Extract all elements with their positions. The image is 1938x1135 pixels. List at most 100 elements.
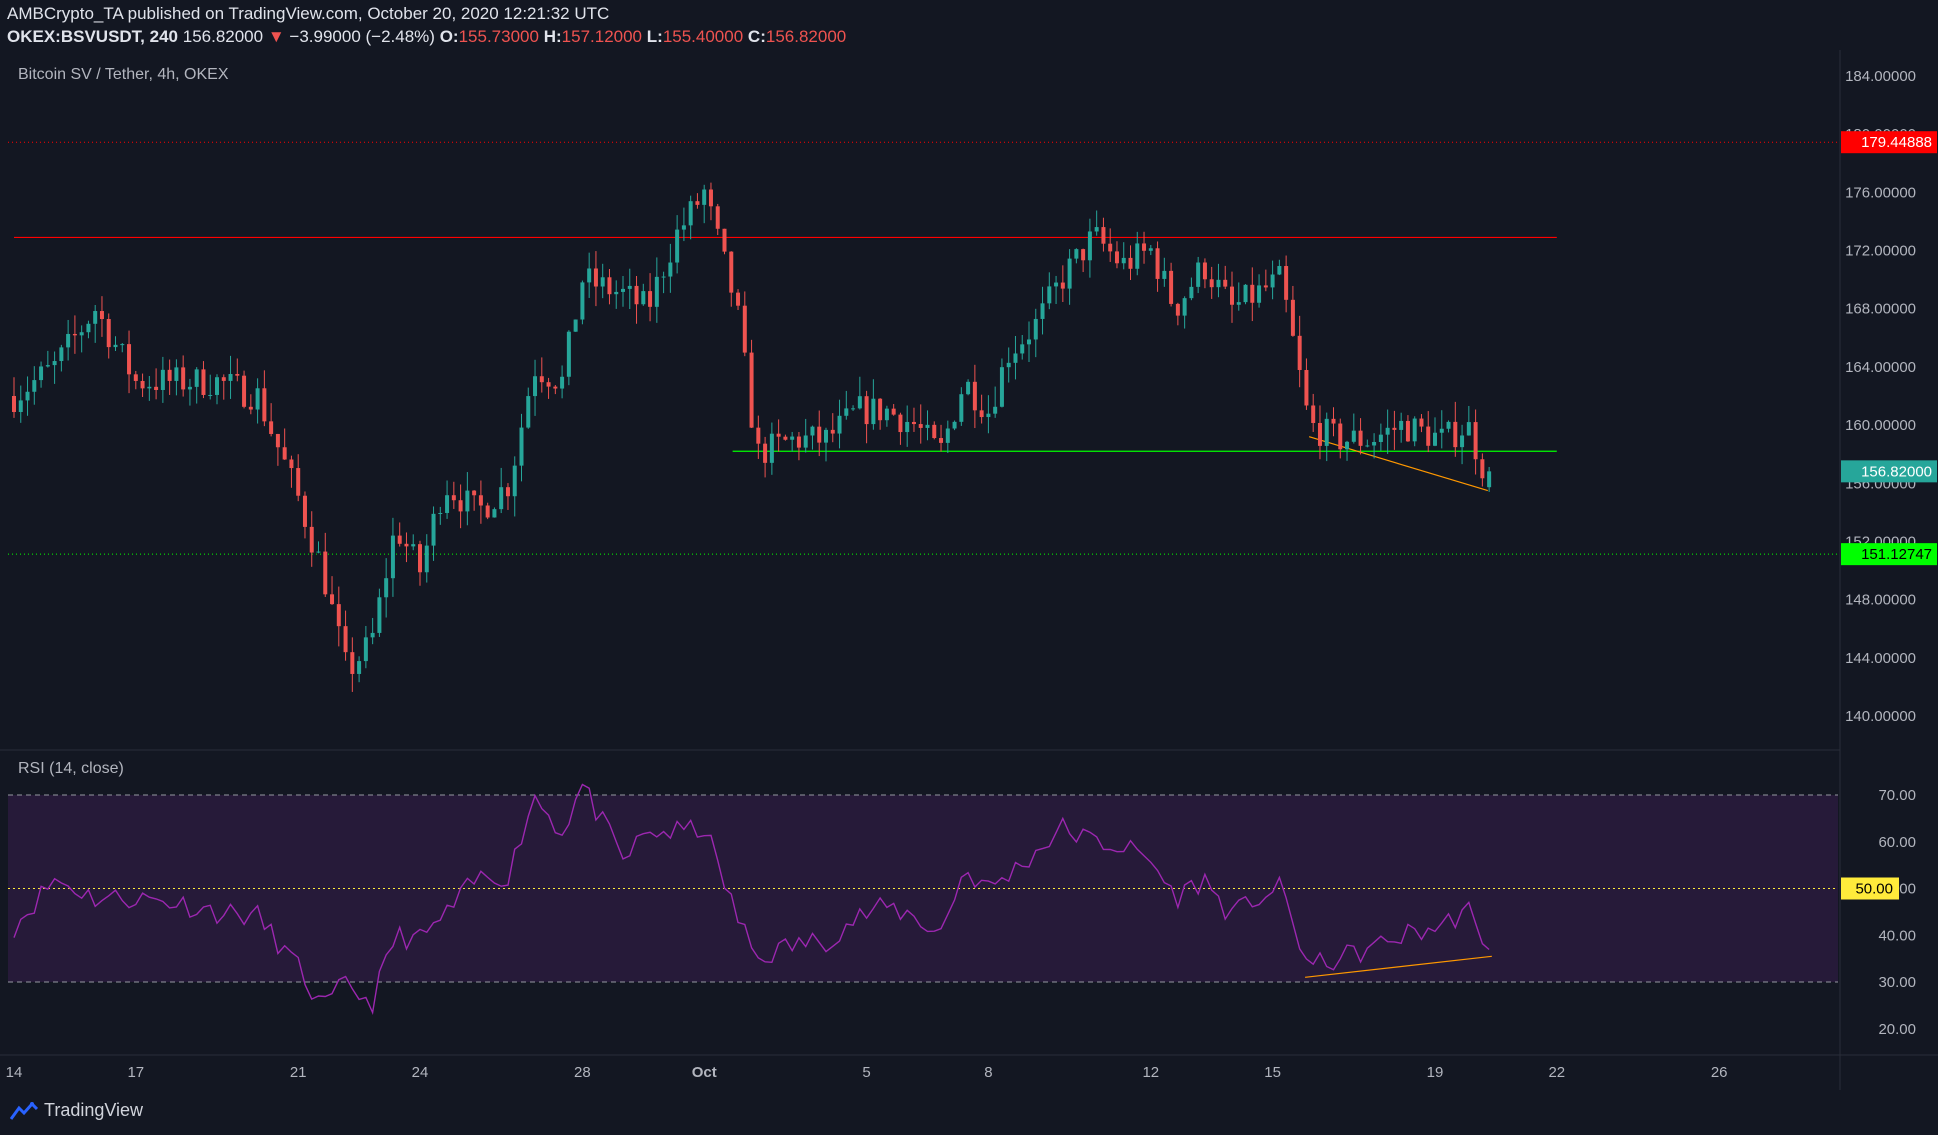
rsi-axis-label: 30.00	[1878, 974, 1916, 991]
candle-body	[526, 396, 531, 428]
candle-body	[187, 386, 192, 390]
candle-body	[972, 381, 977, 411]
symbol: OKEX:BSVUSDT, 240	[7, 27, 178, 46]
price-tag	[1841, 543, 1937, 566]
candle-body	[133, 374, 138, 381]
candle-body	[370, 632, 375, 638]
candle-body	[424, 545, 429, 573]
candle-body	[681, 225, 686, 230]
candle-body	[323, 551, 328, 595]
candle-body	[66, 333, 71, 348]
candle-body	[1263, 285, 1268, 288]
candle-body	[1060, 282, 1065, 289]
candle-body	[1223, 279, 1228, 287]
candle-body	[641, 291, 646, 305]
low-label: L:	[646, 27, 663, 46]
last-price: 156.82000	[182, 27, 264, 46]
candle-body	[654, 276, 659, 307]
candle-body	[492, 509, 497, 518]
candle-body	[316, 551, 321, 553]
open-value: 155.73000	[458, 27, 539, 46]
candle-body	[458, 500, 463, 512]
candle-body	[580, 282, 585, 320]
candle-body	[1460, 435, 1465, 448]
candle-body	[93, 311, 98, 324]
candle-body	[269, 421, 274, 434]
candle-body	[1351, 430, 1356, 442]
candle-body	[275, 433, 280, 448]
candle-body	[1466, 422, 1471, 436]
candle-body	[1094, 227, 1099, 232]
rsi-divergence-line	[1305, 955, 1492, 978]
candle-body	[1311, 405, 1316, 424]
candle-body	[12, 396, 16, 412]
candle-body	[621, 288, 625, 292]
candle-body	[1378, 434, 1383, 442]
candle-body	[1317, 423, 1322, 446]
candle-body	[871, 398, 876, 425]
candle-body	[898, 414, 903, 433]
candle-body	[167, 369, 172, 381]
candle-body	[1020, 344, 1025, 354]
price-axis-label: 176.00000	[1845, 184, 1916, 201]
time-axis-label: 17	[127, 1064, 144, 1081]
price-axis-label: 172.00000	[1845, 243, 1916, 260]
candle-body	[1135, 243, 1140, 269]
price-tag	[1841, 460, 1937, 483]
open-label: O:	[439, 27, 459, 46]
candle-body	[248, 406, 253, 410]
candle-body	[1385, 427, 1390, 435]
high-label: H:	[543, 27, 562, 46]
candle-body	[952, 421, 957, 429]
candle-body	[722, 228, 727, 252]
candle-body	[1006, 362, 1011, 368]
candle-body	[1162, 270, 1167, 279]
candle-body	[255, 388, 260, 410]
candle-body	[1081, 249, 1086, 261]
price-axis-label: 160.00000	[1845, 417, 1916, 434]
candle-body	[776, 433, 781, 437]
candle-body	[45, 365, 50, 367]
candle-body	[330, 594, 335, 605]
tradingview-brand[interactable]: TradingView	[10, 1100, 143, 1121]
candle-body	[181, 367, 186, 390]
time-axis-label: 19	[1427, 1064, 1444, 1081]
candle-body	[1284, 266, 1289, 300]
candle-body	[661, 276, 666, 278]
candle-body	[593, 268, 598, 287]
candle-body	[742, 305, 747, 353]
candle-body	[648, 291, 653, 307]
candle-body	[1074, 249, 1079, 259]
candle-body	[539, 376, 544, 383]
close-value: 156.82000	[765, 27, 847, 46]
candle-body	[262, 388, 267, 422]
candle-body	[59, 347, 64, 362]
rsi-midline-tag-label: 50.00	[1855, 881, 1893, 898]
candle-body	[600, 277, 605, 287]
candle-body	[986, 413, 991, 418]
candle-body	[1304, 370, 1309, 406]
candle-body	[194, 369, 199, 387]
candle-body	[999, 367, 1004, 407]
candle-body	[302, 495, 307, 527]
candle-body	[918, 424, 923, 428]
candle-body	[803, 435, 808, 448]
candle-body	[1324, 418, 1329, 446]
price-tag-label: 151.12747	[1861, 546, 1932, 563]
candle-body	[817, 426, 822, 443]
price-change: −3.99000 (−2.48%)	[289, 27, 435, 46]
candle-body	[174, 367, 179, 381]
candle-body	[208, 394, 213, 396]
candle-body	[140, 380, 145, 389]
candle-body	[519, 427, 524, 466]
candle-body	[790, 436, 795, 440]
brand-text: TradingView	[44, 1100, 144, 1120]
price-axis-label: 140.00000	[1845, 708, 1916, 725]
candle-body	[878, 398, 883, 421]
candle-body	[357, 661, 362, 674]
candle-body	[39, 366, 44, 381]
candle-body	[945, 428, 950, 443]
price-axis-label: 164.00000	[1845, 359, 1916, 376]
candle-body	[1047, 286, 1052, 304]
